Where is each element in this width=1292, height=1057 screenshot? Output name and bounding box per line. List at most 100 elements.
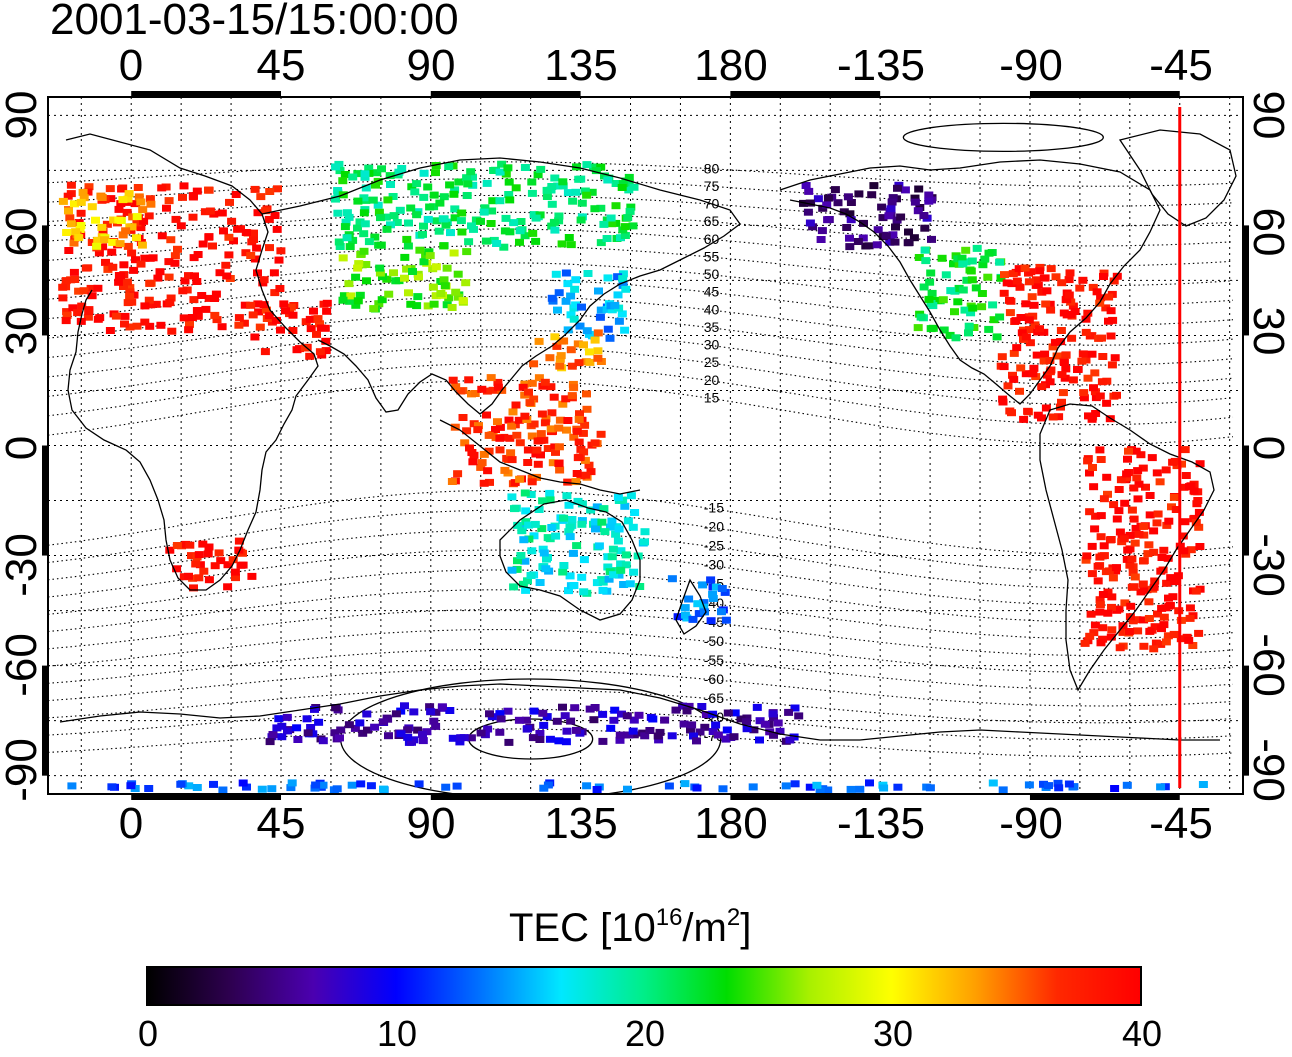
tec-cell — [755, 717, 765, 725]
tec-cell — [1107, 626, 1117, 634]
tec-cell — [330, 729, 340, 737]
tec-cell — [1039, 780, 1048, 788]
tec-cell — [815, 786, 825, 794]
tec-cell — [331, 195, 340, 203]
tec-cell — [265, 188, 275, 195]
tec-cell — [248, 311, 258, 319]
tec-cell — [543, 445, 553, 452]
tec-cell — [486, 374, 496, 382]
tec-cell — [140, 254, 150, 262]
tec-cell — [517, 523, 527, 531]
tec-cell — [1021, 300, 1031, 308]
tec-cell — [582, 782, 592, 790]
tec-cell — [164, 273, 174, 281]
tec-cell — [306, 724, 316, 731]
tec-cell — [700, 608, 709, 616]
tec-cell — [535, 736, 545, 743]
bottom-longitude-axis: 0 45 90 135 180 -135 -90 -45 — [0, 800, 1292, 850]
tec-cell — [611, 567, 621, 575]
tec-cell — [274, 256, 284, 264]
tec-cell — [667, 732, 677, 740]
tec-cell — [109, 216, 119, 224]
tec-cell — [561, 297, 571, 305]
coast-europe-africa — [65, 133, 319, 591]
tec-cell — [542, 193, 552, 200]
tec-cell — [227, 217, 237, 225]
tec-cell — [69, 268, 79, 276]
colorbar-title: TEC [1016/m2] — [509, 906, 751, 951]
tec-cell — [331, 704, 341, 712]
tec-cell — [190, 272, 199, 280]
tec-cell — [293, 736, 303, 743]
lon-tick: 180 — [694, 799, 768, 848]
tec-cell — [486, 220, 496, 227]
tec-cell — [359, 230, 369, 238]
tec-cell — [999, 363, 1009, 371]
tec-cell — [1139, 531, 1149, 539]
tec-cell — [476, 463, 486, 471]
tec-cell — [592, 503, 602, 511]
tec-cell — [346, 292, 356, 300]
tec-cell — [551, 532, 561, 540]
tec-cell — [618, 275, 628, 283]
tec-cell — [688, 615, 698, 623]
tec-cell — [556, 352, 566, 360]
tec-cell — [577, 500, 587, 508]
tec-cell — [531, 214, 541, 222]
tec-cell — [541, 565, 551, 573]
tec-cell — [413, 293, 423, 301]
tec-cell — [1110, 785, 1120, 792]
tec-cell — [1064, 291, 1074, 299]
tec-cell — [164, 197, 174, 205]
tec-cell — [1104, 317, 1113, 325]
tec-cell — [431, 708, 441, 716]
tec-cell — [101, 258, 110, 266]
tec-cell — [350, 724, 360, 732]
tec-cell — [74, 287, 84, 295]
tec-cell — [456, 387, 466, 395]
tec-cell — [165, 546, 175, 554]
tec-cell — [108, 263, 118, 271]
tec-cell — [1185, 604, 1195, 612]
tec-cell — [1028, 312, 1038, 320]
tec-cell — [1021, 333, 1031, 341]
tec-cell — [648, 715, 658, 723]
tec-cell — [1080, 639, 1090, 647]
tec-cell — [145, 195, 155, 203]
tec-cell — [519, 536, 529, 544]
tec-cell — [234, 537, 244, 545]
tec-cell — [1060, 374, 1070, 382]
tec-cell — [210, 562, 220, 570]
tec-cell — [626, 492, 636, 500]
tec-cell — [425, 703, 435, 711]
tec-cell — [1098, 624, 1108, 632]
contour-line — [48, 329, 1234, 386]
tec-cell — [528, 734, 538, 742]
tec-cell — [1044, 782, 1053, 790]
tec-cell — [680, 604, 690, 612]
tec-cell — [68, 304, 78, 312]
tec-cell — [921, 257, 931, 265]
tec-cell — [749, 726, 759, 734]
tec-cell — [495, 423, 505, 431]
tec-cell — [424, 248, 434, 256]
tec-cell — [548, 459, 558, 467]
tec-cell — [559, 514, 569, 522]
tec-cell — [1188, 642, 1198, 649]
tec-cell — [172, 565, 182, 573]
tec-cell — [460, 439, 470, 447]
tec-cell — [58, 197, 68, 205]
tec-cell — [204, 186, 213, 194]
tec-cell — [1149, 645, 1159, 653]
tec-cell — [603, 563, 613, 571]
tec-cell — [1123, 546, 1133, 554]
tec-cell — [554, 424, 564, 432]
tec-cell — [136, 224, 146, 232]
tec-cell — [1152, 519, 1162, 527]
contour-line — [48, 211, 1234, 247]
tec-cell — [1157, 554, 1167, 561]
contour-line — [48, 628, 1234, 673]
tec-cell — [620, 502, 630, 510]
tec-cell — [995, 313, 1005, 321]
tec-cell — [564, 587, 573, 595]
